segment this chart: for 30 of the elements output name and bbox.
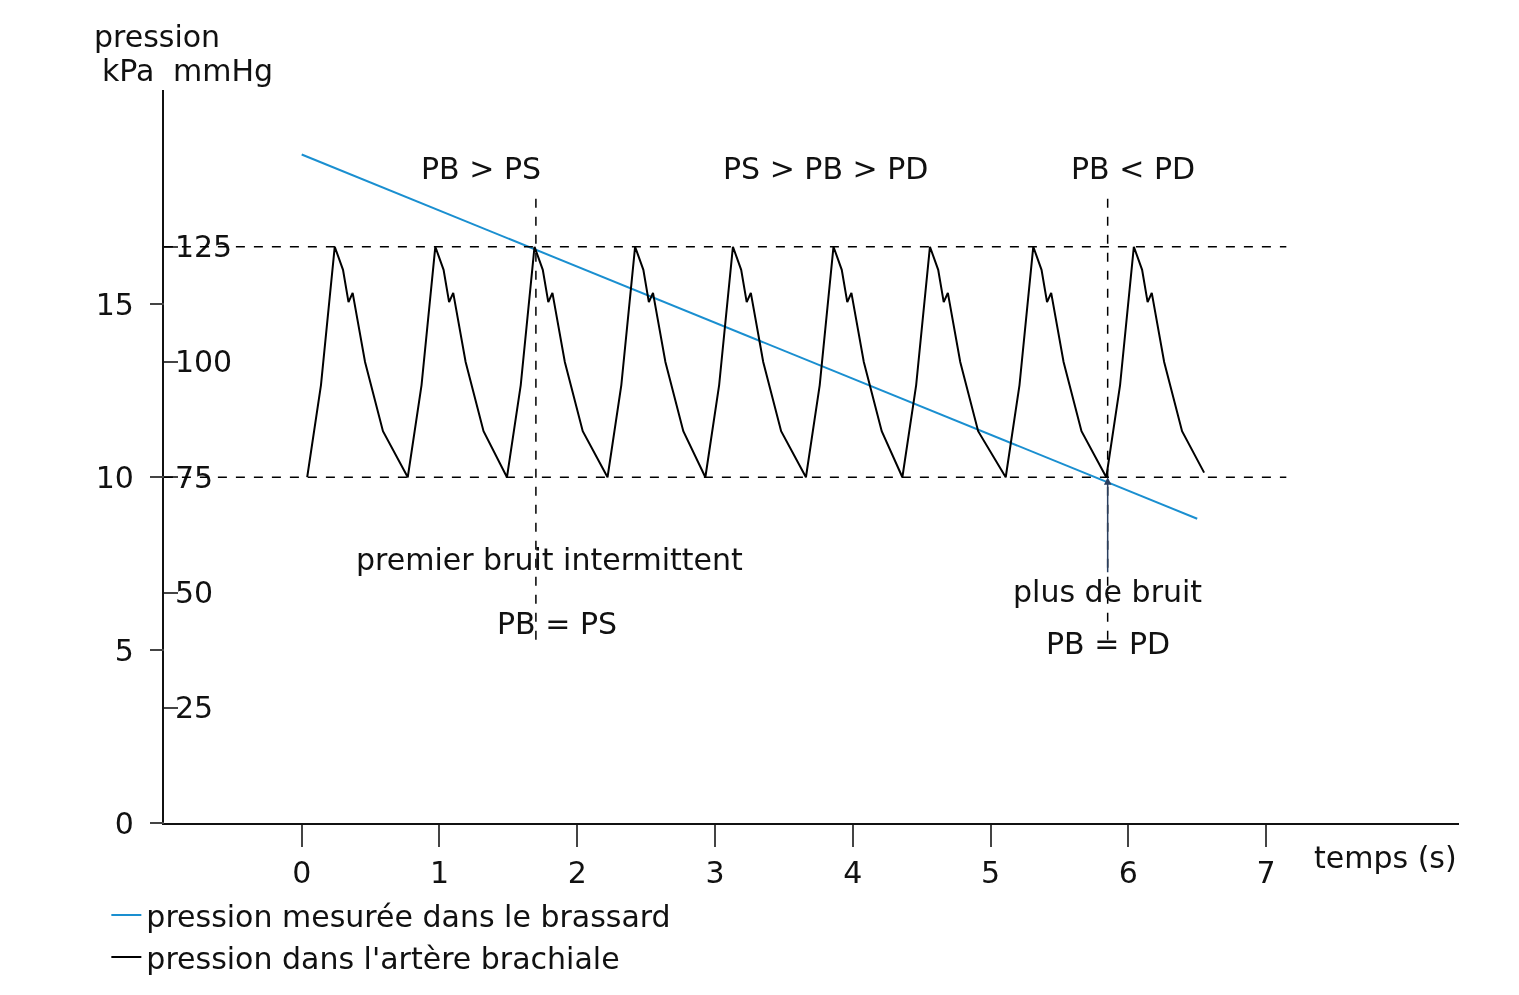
- annotation: PB = PS: [497, 606, 618, 641]
- chart-title: pression: [94, 19, 221, 54]
- y-tick-label: 125: [174, 229, 233, 265]
- x-tick-label: 7: [1256, 855, 1276, 890]
- annotation: PB < PD: [1071, 151, 1196, 186]
- y-tick-label: 25: [174, 690, 214, 726]
- annotation: PB > PS: [421, 151, 542, 186]
- y2-tick-label: 5: [114, 632, 134, 668]
- x-tick-label: 2: [567, 855, 587, 890]
- x-tick-label: 1: [429, 855, 449, 890]
- y2-tick-label: 0: [114, 805, 134, 841]
- annotation: plus de bruit: [1013, 574, 1203, 609]
- legend-label: pression dans l'artère brachiale: [146, 940, 620, 976]
- x-tick-label: 3: [705, 855, 725, 890]
- legend-label: pression mesurée dans le brassard: [146, 898, 671, 934]
- y2-tick-label: 10: [95, 459, 134, 495]
- y-tick-label: 75: [174, 459, 214, 495]
- x-tick-label: 4: [843, 855, 863, 890]
- annotation: PS > PB > PD: [723, 151, 929, 186]
- annotation: PB = PD: [1046, 626, 1171, 661]
- y2-axis-title: kPa: [102, 53, 155, 88]
- annotation: premier bruit intermittent: [356, 542, 744, 577]
- x-tick-label: 0: [292, 855, 312, 890]
- y-tick-label: 50: [174, 575, 214, 610]
- y-tick-label: 100: [174, 344, 233, 380]
- y2-tick-label: 15: [95, 286, 134, 322]
- x-tick-label: 6: [1118, 855, 1138, 890]
- x-tick-label: 5: [981, 855, 1001, 890]
- x-axis-title: temps (s): [1314, 840, 1457, 875]
- y-axis-title: mmHg: [173, 53, 274, 88]
